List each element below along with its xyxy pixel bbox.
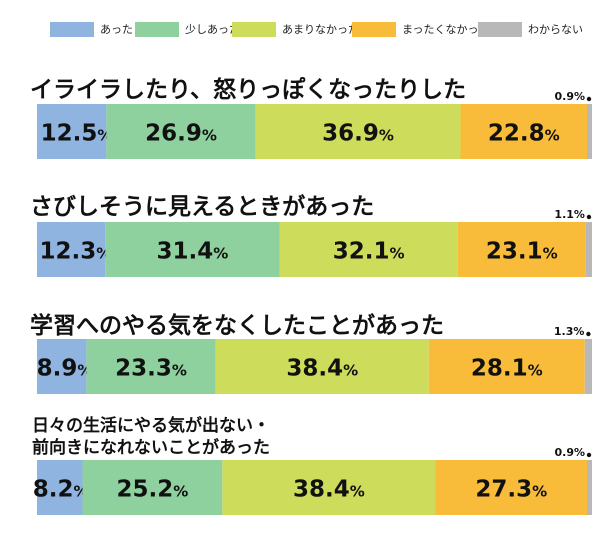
bar-segment: [587, 104, 592, 159]
data-label: 0.9%: [554, 90, 585, 103]
data-label: 8.9%: [37, 356, 93, 382]
legend-item: まったくなかった: [352, 21, 490, 37]
bar-segment: [82, 460, 223, 515]
bar-segment: [279, 222, 458, 277]
category-label: 学習へのやる気をなくしたことがあった: [30, 312, 444, 339]
data-label: 8.2%: [33, 477, 89, 503]
data-label: 23.1%: [486, 239, 558, 265]
data-label: 23.3%: [115, 356, 187, 382]
category-label: イライラしたり、怒りっぽくなったりした: [30, 76, 466, 103]
bar-segment: [435, 460, 588, 515]
legend: あった 少しあった あまりなかった まったくなかった わからない: [0, 0, 600, 48]
bar-segment: [428, 339, 585, 394]
bar-segment: [215, 339, 429, 394]
legend-swatch: [352, 21, 396, 37]
data-label: 22.8%: [488, 121, 560, 147]
category-label: 日々の生活にやる気が出ない・: [32, 415, 270, 436]
bar-segment: [105, 222, 280, 277]
category-label: さびしそうに見えるときがあった: [30, 193, 374, 220]
legend-swatch: [478, 21, 522, 37]
bar-segment: [255, 104, 461, 159]
legend-label: まったくなかった: [402, 23, 490, 36]
callout-dot: [586, 96, 592, 102]
bar-segment: [587, 460, 592, 515]
legend-item: 少しあった: [135, 21, 240, 37]
data-label: 32.1%: [333, 239, 405, 265]
legend-item: あまりなかった: [232, 21, 359, 37]
legend-swatch: [135, 21, 179, 37]
callout-dot: [586, 452, 592, 458]
data-label: 38.4%: [286, 356, 358, 382]
bar-segment: [457, 222, 586, 277]
bar-segment: [37, 104, 107, 159]
data-label: 0.9%: [554, 446, 585, 459]
bar-segment: [585, 222, 592, 277]
callout-dot: [586, 331, 591, 337]
data-label: 36.9%: [322, 121, 394, 147]
bar-segment: [460, 104, 588, 159]
legend-item: あった: [50, 21, 133, 37]
category-label: 前向きになれないことがあった: [32, 437, 270, 458]
legend-swatch: [50, 21, 94, 37]
bar-segment: [37, 460, 83, 515]
bar-segment: [37, 222, 106, 277]
legend-item: わからない: [478, 21, 583, 37]
bar-segment: [37, 339, 87, 394]
bar-segment: [584, 339, 592, 394]
data-label: 12.3%: [39, 239, 111, 265]
legend-label: わからない: [528, 23, 583, 36]
legend-swatch: [232, 21, 276, 37]
data-label: 28.1%: [471, 356, 543, 382]
bar-segment: [86, 339, 216, 394]
data-label: 27.3%: [475, 477, 547, 503]
callout-dot: [586, 214, 592, 220]
data-label: 1.3%: [554, 325, 585, 338]
legend-label: あった: [100, 23, 133, 36]
data-label: 31.4%: [157, 239, 229, 265]
bar-segment: [222, 460, 436, 515]
data-label: 25.2%: [117, 477, 189, 503]
legend-label: 少しあった: [185, 23, 240, 36]
legend-label: あまりなかった: [282, 23, 359, 36]
data-label: 38.4%: [293, 477, 365, 503]
data-label: 26.9%: [145, 121, 217, 147]
bar-segment: [106, 104, 256, 159]
data-label: 1.1%: [554, 208, 585, 221]
